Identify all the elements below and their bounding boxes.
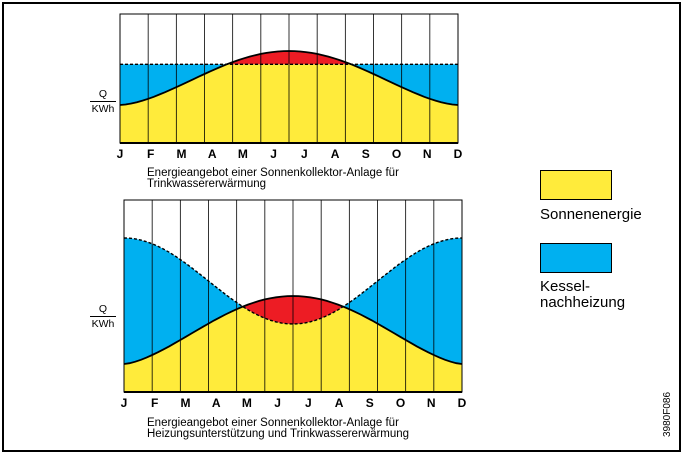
- bottom-chart-demand-curve: [123, 237, 463, 325]
- legend-solar-swatch: [540, 170, 612, 200]
- top-chart-solar-curve: [119, 50, 459, 106]
- top-chart-month-label: M: [176, 147, 187, 161]
- bottom-chart-month-label: A: [211, 396, 221, 410]
- bottom-chart-month-label: M: [180, 396, 191, 410]
- top-caption-line2: Trinkwassererwärmung: [147, 178, 267, 190]
- bottom-chart-month-label: S: [365, 396, 374, 410]
- top-chart-month-label: A: [207, 147, 217, 161]
- top-ylabel-q: Q: [98, 88, 108, 100]
- bottom-caption-line2: Heizungsunterstützung und Trinkwassererw…: [147, 428, 410, 440]
- bottom-ylabel-fraction-line: [90, 316, 116, 317]
- top-ylabel-kwh: KWh: [91, 103, 115, 115]
- bottom-chart-month-label: D: [457, 396, 467, 410]
- bottom-chart-month-label: O: [395, 396, 406, 410]
- bottom-chart-month-label: J: [305, 396, 312, 410]
- top-chart-month-label: J: [116, 147, 124, 161]
- bottom-chart-month-label: M: [241, 396, 252, 410]
- bottom-ylabel-q: Q: [98, 303, 108, 315]
- bottom-caption-line1: Energieangebot einer Sonnenkollektor-Anl…: [147, 417, 399, 429]
- bottom-ylabel-kwh: KWh: [91, 318, 115, 330]
- top-chart-month-label: J: [270, 147, 277, 161]
- top-chart-month-label: M: [237, 147, 248, 161]
- legend-boiler-label-line2: nachheizung: [540, 294, 626, 311]
- bottom-chart-month-label: J: [274, 396, 281, 410]
- top-chart-month-label: A: [330, 147, 340, 161]
- legend-solar-label: Sonnenenergie: [540, 206, 642, 223]
- bottom-chart-month-label: A: [334, 396, 344, 410]
- top-chart-month-label: F: [147, 147, 155, 161]
- energy-diagram: [119, 13, 463, 393]
- top-chart-month-label: J: [301, 147, 308, 161]
- legend-boiler-label-line1: Kessel-: [540, 278, 591, 295]
- top-caption-line1: Energieangebot einer Sonnenkollektor-Anl…: [147, 167, 399, 179]
- top-chart-month-label: N: [422, 147, 432, 161]
- legend-boiler-swatch: [540, 243, 612, 273]
- bottom-chart-solar-curve: [123, 295, 463, 365]
- bottom-chart-month-label: J: [120, 396, 128, 410]
- top-ylabel-fraction-line: [90, 101, 116, 102]
- bottom-chart-month-label: F: [151, 396, 159, 410]
- top-chart-month-label: O: [391, 147, 402, 161]
- top-chart-month-label: S: [361, 147, 370, 161]
- top-chart-month-label: D: [453, 147, 463, 161]
- bottom-chart-month-label: N: [426, 396, 436, 410]
- figure-code: 3980F086: [662, 391, 673, 437]
